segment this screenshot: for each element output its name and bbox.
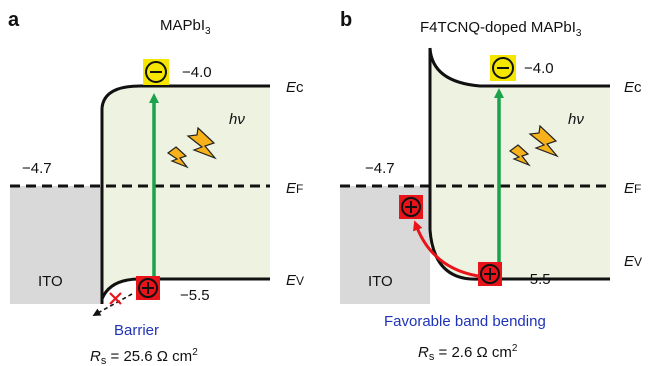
panel-title: F4TCNQ-doped MAPbI3 [420,19,582,39]
ec-label: Ec [624,79,642,96]
ec-label: Ec [286,79,304,96]
conduction-band-line [428,47,610,88]
electron-symbol [490,55,516,81]
transferred-hole-symbol [399,195,423,219]
conduction-band-line [100,84,270,109]
hole-symbol [136,276,160,300]
photon-label: hν [568,111,584,128]
ito-region [10,186,102,304]
panel-title: MAPbI3 [160,17,211,37]
series-resistance-label: Rs = 25.6 Ω cm2 [90,347,198,366]
photon-lightning-icon [166,126,217,169]
ito-label: ITO [368,273,393,290]
vb-energy-label: −5.5 [521,271,551,288]
panel-letter: b [340,9,352,31]
ev-label: EV [624,253,642,270]
cb-energy-label: −4.0 [182,64,212,81]
panel-letter: a [8,9,20,31]
series-resistance-label: Rs = 2.6 Ω cm2 [418,343,518,363]
photon-lightning-icon [508,124,559,167]
perovskite-band-region [102,86,270,299]
perovskite-band-region [430,48,610,280]
vb-energy-label: −5.5 [180,287,210,304]
photon-label: hν [229,111,245,128]
electron-symbol [143,59,169,85]
hole-transfer-arrow [413,220,479,278]
ef-label: EF [286,180,303,197]
ito-label: ITO [38,273,63,290]
blocked-cross-icon [109,292,122,305]
hole-symbol [478,262,502,286]
valence-band-line [100,277,270,300]
fermi-energy-label: −4.7 [22,160,52,177]
interface-label: Barrier [114,322,159,339]
fermi-energy-label: −4.7 [365,160,395,177]
cb-energy-label: −4.0 [524,60,554,77]
panel-b: b F4TCNQ-doped MAPbI3 −4.0 Ec hν −4.7 EF [340,9,642,363]
ev-label: EV [286,272,304,289]
ef-label: EF [624,180,641,197]
panel-a: a MAPbI3 −4.0 Ec hν −4.7 EF ITO [8,9,304,366]
interface-label: Favorable band bending [384,313,546,330]
